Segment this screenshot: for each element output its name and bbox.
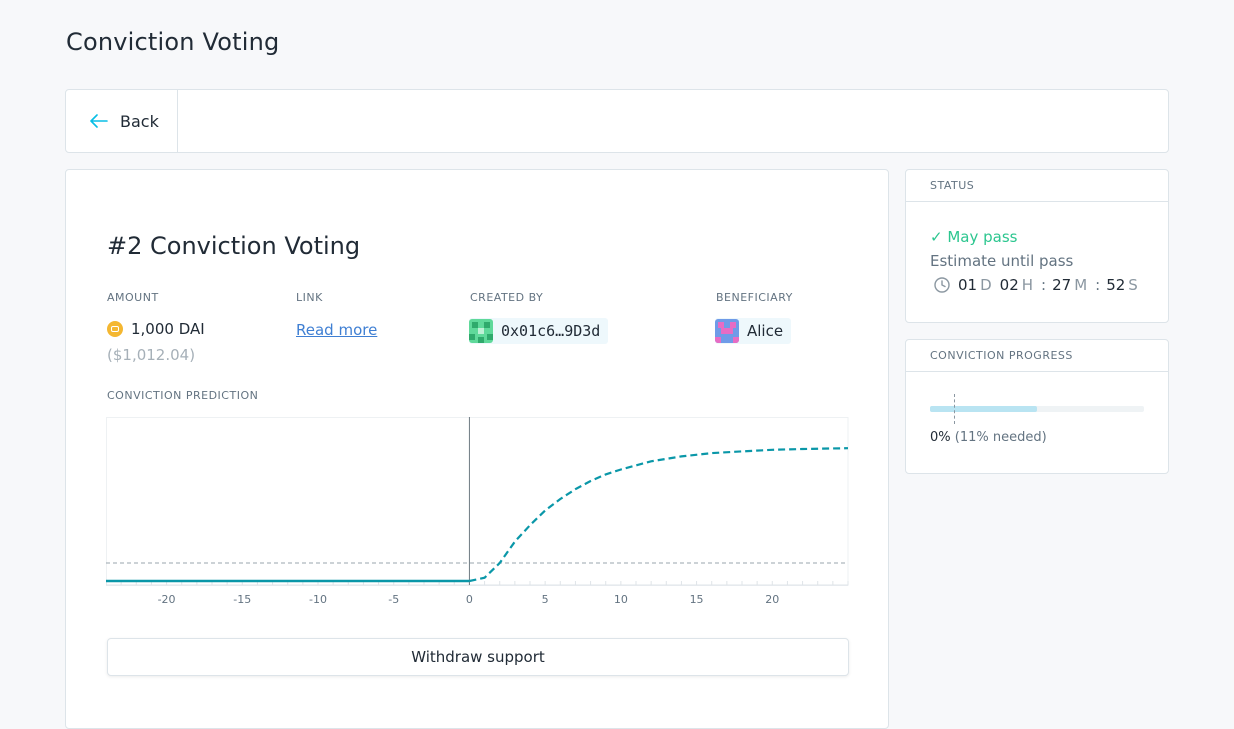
needed-threshold-marker [953, 394, 955, 424]
timer-minutes: 27 [1052, 276, 1072, 294]
link-label: LINK [296, 291, 323, 304]
amount-value: 1,000 DAI [131, 320, 205, 338]
creator-avatar-icon [469, 319, 493, 343]
beneficiary-avatar-icon [715, 319, 739, 343]
estimate-label: Estimate until pass [930, 252, 1074, 270]
timer-minutes-unit: M [1074, 276, 1088, 294]
conviction-chart-svg: -20 -15 -10 -5 0 5 10 15 20 [105, 417, 849, 606]
conviction-progress-needed: (11% needed) [954, 430, 1047, 445]
x-tick-label: -5 [388, 593, 399, 606]
status-header: STATUS [906, 170, 1168, 202]
timer-days: 01 [958, 276, 978, 294]
creator-identity-badge[interactable]: 0x01c6…9D3d [469, 318, 609, 344]
timer-seconds-unit: S [1128, 276, 1138, 294]
proposal-card: #2 Conviction Voting AMOUNT LINK CREATED… [65, 169, 889, 729]
amount-row: 1,000 DAI [107, 320, 205, 338]
x-tick-label: -10 [309, 593, 327, 606]
conviction-progress-fill [930, 406, 1037, 412]
beneficiary-name: Alice [747, 322, 784, 340]
proposal-title: #2 Conviction Voting [107, 232, 361, 260]
clock-icon [934, 277, 950, 293]
arrow-left-icon [90, 114, 108, 128]
page-title: Conviction Voting [66, 28, 280, 56]
withdraw-support-button[interactable]: Withdraw support [107, 638, 849, 676]
conviction-progress-text: 0% (11% needed) [930, 430, 1047, 445]
amount-usd: ($1,012.04) [107, 346, 196, 364]
x-tick-label: 15 [690, 593, 704, 606]
conviction-prediction-label: CONVICTION PREDICTION [107, 389, 259, 402]
conviction-chart: -20 -15 -10 -5 0 5 10 15 20 [105, 417, 850, 607]
x-tick-label: 0 [466, 593, 473, 606]
top-bar: Back [65, 89, 1169, 153]
amount-label: AMOUNT [107, 291, 159, 304]
read-more-link[interactable]: Read more [296, 321, 378, 339]
x-tick-label: 10 [614, 593, 628, 606]
beneficiary-identity-badge[interactable]: Alice [715, 318, 792, 344]
timer-separator: : [1041, 276, 1047, 294]
dai-token-icon [107, 321, 123, 337]
timer-hours: 02 [999, 276, 1019, 294]
beneficiary-label: BENEFICIARY [716, 291, 793, 304]
timer-separator: : [1095, 276, 1101, 294]
conviction-progress-bar [930, 394, 1144, 424]
timer-hours-unit: H [1021, 276, 1034, 294]
status-state: ✓ May pass [930, 228, 1018, 246]
x-tick-label: 20 [765, 593, 779, 606]
created-by-label: CREATED BY [470, 291, 544, 304]
back-button[interactable]: Back [66, 90, 178, 152]
back-label: Back [120, 111, 159, 131]
x-tick-label: -15 [233, 593, 251, 606]
status-card: STATUS ✓ May pass Estimate until pass 01… [905, 169, 1169, 323]
creator-address: 0x01c6…9D3d [501, 322, 601, 340]
conviction-progress-card: CONVICTION PROGRESS 0% (11% needed) [905, 339, 1169, 474]
x-tick-label: 5 [542, 593, 549, 606]
timer-seconds: 52 [1106, 276, 1126, 294]
conviction-progress-value: 0% [930, 430, 951, 445]
conviction-progress-header: CONVICTION PROGRESS [906, 340, 1168, 372]
countdown-timer: 01 D 02 H : 27 M : 52 S [934, 276, 1146, 294]
timer-days-unit: D [980, 276, 992, 294]
x-tick-label: -20 [158, 593, 176, 606]
prediction-series-line [469, 447, 849, 583]
chart-frame [106, 417, 849, 586]
